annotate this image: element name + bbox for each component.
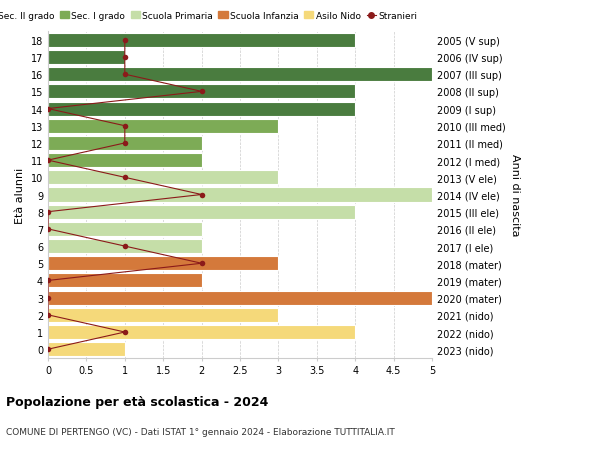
Bar [48, 342, 125, 357]
Y-axis label: Età alunni: Età alunni [15, 167, 25, 223]
Bar [48, 291, 432, 305]
Bar [48, 171, 278, 185]
Bar [48, 51, 125, 65]
Bar [48, 240, 202, 253]
Bar [48, 34, 355, 48]
Bar [48, 205, 355, 219]
Bar [48, 308, 278, 322]
Bar [48, 325, 355, 339]
Bar [48, 274, 202, 288]
Text: Popolazione per età scolastica - 2024: Popolazione per età scolastica - 2024 [6, 395, 268, 408]
Y-axis label: Anni di nascita: Anni di nascita [509, 154, 520, 236]
Bar [48, 257, 278, 271]
Legend: Sec. II grado, Sec. I grado, Scuola Primaria, Scuola Infanzia, Asilo Nido, Stran: Sec. II grado, Sec. I grado, Scuola Prim… [0, 8, 421, 24]
Bar [48, 102, 355, 116]
Text: COMUNE DI PERTENGO (VC) - Dati ISTAT 1° gennaio 2024 - Elaborazione TUTTITALIA.I: COMUNE DI PERTENGO (VC) - Dati ISTAT 1° … [6, 427, 395, 436]
Bar [48, 137, 202, 151]
Bar [48, 154, 202, 168]
Bar [48, 68, 432, 82]
Bar [48, 85, 355, 99]
Bar [48, 119, 278, 134]
Bar [48, 188, 432, 202]
Bar [48, 222, 202, 236]
